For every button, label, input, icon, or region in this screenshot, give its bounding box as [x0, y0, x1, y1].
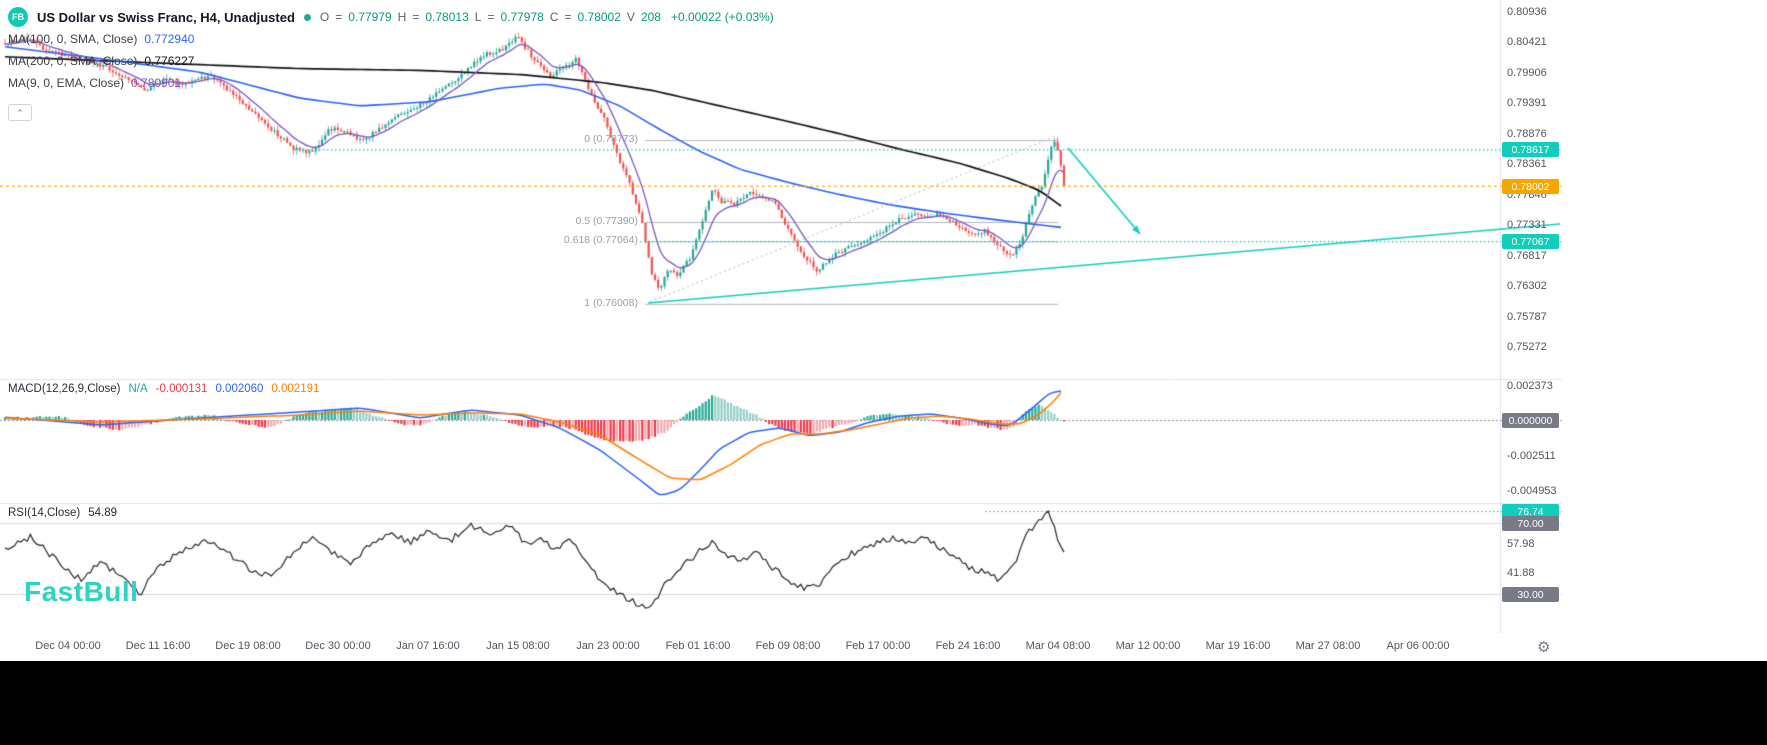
price-level-badge: 0.77067 [1502, 234, 1559, 249]
macd-value: N/A [128, 383, 148, 395]
ma100-legend: MA(100, 0, SMA, Close) 0.772940 [8, 28, 774, 50]
rsi-tick: 57.98 [1507, 538, 1535, 550]
price-level-badge: 0.78617 [1502, 142, 1559, 157]
ohlc-readout: O = 0.77979 H = 0.78013 L = 0.77978 C = 0.78002 V 208… [320, 10, 774, 24]
fib-retracement-labels: 0 (0.78773) 0.5 (0.77390) 0.618 (0.77064) 1… [0, 0, 638, 380]
ohlc-value: 0.78013 [425, 10, 469, 24]
ohlc-eq: = [335, 10, 343, 24]
time-tick: Dec 30 00:00 [305, 640, 371, 652]
ohlc-eq: = [412, 10, 420, 24]
main-legend: FB US Dollar vs Swiss Franc, H4, Unadjus… [8, 6, 774, 94]
price-tick: 0.80421 [1507, 36, 1547, 48]
fib-level-label: 0.618 (0.77064) [563, 234, 638, 247]
time-tick: Feb 01 16:00 [665, 640, 731, 652]
ohlc-key: H [397, 10, 407, 24]
macd-label: MACD(12,26,9,Close) [8, 383, 121, 395]
rsi-tick: 41.88 [1507, 567, 1535, 579]
time-tick: Mar 27 08:00 [1295, 640, 1361, 652]
time-tick: Dec 04 00:00 [35, 640, 101, 652]
time-tick: Jan 07 16:00 [396, 640, 460, 652]
ohlc-value: 0.78002 [577, 10, 621, 24]
rsi-level-badge: 76.74 [1502, 504, 1559, 519]
fastbull-watermark: FastBull [24, 576, 139, 607]
ohlc-eq: = [487, 10, 495, 24]
ma100-value: 0.772940 [144, 32, 195, 46]
ohlc-key: L [474, 10, 482, 24]
rsi-legend: RSI(14,Close) 54.89 [8, 507, 117, 519]
rsi-label: RSI(14,Close) [8, 507, 81, 519]
macd-tick: 0.002373 [1507, 380, 1553, 392]
time-tick: Dec 19 08:00 [215, 640, 281, 652]
macd-level-badge: 0.000000 [1502, 413, 1559, 428]
time-tick: Mar 12 00:00 [1115, 640, 1181, 652]
price-tick: 0.76817 [1507, 250, 1547, 262]
ohlc-eq: = [564, 10, 572, 24]
fib-level-label: 0 (0.78773) [584, 133, 638, 146]
price-tick: 0.77331 [1507, 219, 1547, 231]
fastbull-logo-icon: FB [8, 7, 28, 27]
rsi-level-badge: 70.00 [1502, 516, 1559, 531]
settings-gear-icon[interactable]: ⚙ [1537, 639, 1551, 656]
time-tick: Jan 15 08:00 [486, 640, 550, 652]
ohlc-value: 0.77979 [348, 10, 392, 24]
ma200-legend: MA(200, 0, SMA, Close) 0.776227 [8, 50, 774, 72]
rsi-level-badge: 30.00 [1502, 587, 1559, 602]
ohlc-key: C [549, 10, 559, 24]
time-tick: Mar 04 08:00 [1025, 640, 1091, 652]
collapse-legend-button[interactable]: ⌃ [8, 104, 32, 121]
time-tick: Feb 24 16:00 [935, 640, 1001, 652]
letterbox-bar [0, 661, 1767, 745]
symbol-title: US Dollar vs Swiss Franc, H4, Unadjusted [37, 9, 295, 25]
ma100-label: MA(100, 0, SMA, Close) [8, 32, 138, 46]
time-tick: Dec 11 16:00 [125, 640, 191, 652]
ma200-label: MA(200, 0, SMA, Close) [8, 54, 138, 68]
price-level-badge: 0.78002 [1502, 179, 1559, 194]
macd-value: -0.000131 [155, 383, 208, 395]
fib-level-label: 0.5 (0.77390) [575, 214, 638, 227]
macd-tick: -0.002511 [1507, 450, 1556, 462]
price-tick: 0.79391 [1507, 97, 1547, 109]
macd-legend: MACD(12,26,9,Close) N/A -0.000131 0.002060… [8, 383, 319, 395]
time-tick: Apr 06 00:00 [1386, 640, 1450, 652]
ohlc-key: O [319, 10, 330, 24]
volume-key: V [626, 10, 635, 24]
price-tick: 0.78876 [1507, 128, 1547, 140]
price-tick: 0.75272 [1507, 341, 1547, 353]
time-tick: Mar 19 16:00 [1205, 640, 1271, 652]
macd-value: 0.002191 [271, 383, 320, 395]
price-tick: 0.80936 [1507, 6, 1547, 18]
time-tick: Jan 23 00:00 [576, 640, 640, 652]
ma200-value: 0.776227 [144, 54, 195, 68]
price-tick: 0.79906 [1507, 67, 1547, 79]
live-dot-icon [303, 13, 311, 21]
change-readout: +0.00022 (+0.03%) [670, 10, 774, 24]
macd-values: N/A -0.000131 0.002060 0.002191 [128, 383, 319, 395]
ema9-label: MA(9, 0, EMA, Close) [8, 76, 125, 90]
ema9-value: 0.780901 [131, 76, 182, 90]
time-tick: Feb 09 08:00 [755, 640, 821, 652]
ema9-legend: MA(9, 0, EMA, Close) 0.780901 [8, 72, 774, 94]
macd-value: 0.002060 [215, 383, 264, 395]
price-axis[interactable]: 0.80936 0.80421 0.79906 0.79391 0.78876 0.783… [1500, 0, 1564, 633]
price-tick: 0.76302 [1507, 280, 1547, 292]
ohlc-value: 0.77978 [500, 10, 544, 24]
volume-value: 208 [640, 10, 661, 24]
price-tick: 0.78361 [1507, 158, 1547, 170]
fib-level-label: 1 (0.76008) [584, 296, 638, 309]
time-tick: Feb 17 00:00 [845, 640, 911, 652]
macd-tick: -0.004953 [1507, 485, 1557, 497]
rsi-value: 54.89 [88, 507, 117, 519]
time-axis[interactable]: Dec 04 00:00 Dec 11 16:00 Dec 19 08:00 Dec … [0, 633, 1562, 661]
price-tick: 0.75787 [1507, 311, 1547, 323]
